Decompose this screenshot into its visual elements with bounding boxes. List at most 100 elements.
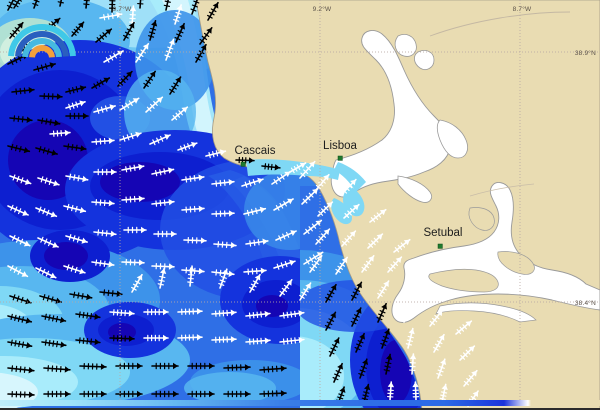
swell-arrow-white (9, 234, 31, 247)
swell-arrow-white (429, 309, 444, 327)
latitude-label: 38.9°N (575, 49, 596, 57)
swell-arrow-black (147, 19, 158, 41)
swell-arrow-white (181, 174, 205, 183)
swell-arrow-white (131, 273, 143, 293)
swell-arrow-white (151, 199, 175, 207)
swell-arrow-white (412, 381, 420, 401)
swell-arrow-white (433, 333, 445, 353)
swell-arrow-black (79, 362, 107, 370)
swell-arrow-white (241, 177, 264, 188)
place-label-lisboa[interactable]: Lisboa (322, 139, 359, 153)
swell-arrow-black (174, 22, 186, 43)
swell-arrow-white (341, 230, 357, 247)
swell-arrow-white (439, 383, 448, 403)
swell-arrow-white (119, 97, 140, 111)
swell-arrow-white (455, 320, 473, 335)
place-marker-dot[interactable] (437, 243, 443, 249)
swell-arrow-white (213, 241, 237, 249)
swell-arrow-white (273, 198, 294, 211)
swell-arrow-white (177, 334, 203, 342)
swell-arrow-white (299, 282, 312, 301)
swell-arrow-black (12, 0, 25, 9)
place-marker-dot[interactable] (240, 161, 246, 167)
swell-arrow-white (429, 287, 446, 303)
swell-arrow-white (279, 336, 305, 345)
swell-arrow-black (43, 365, 71, 373)
swell-arrow-black (7, 365, 35, 374)
swell-arrow-black (259, 365, 287, 373)
swell-arrow-white (123, 226, 147, 234)
swell-arrow-white (7, 265, 29, 278)
swell-arc-ring-3 (29, 45, 55, 58)
swell-arrow-black (137, 0, 144, 9)
swell-arrow-white (65, 173, 89, 183)
swell-arrow-white (63, 264, 86, 275)
place-marker-dot[interactable] (337, 155, 343, 161)
swell-arrow-black (83, 0, 90, 9)
place-label-setubal[interactable]: Setubal (422, 226, 463, 240)
longitude-label: 9.2°W (313, 5, 332, 13)
swell-arrow-white (164, 38, 175, 61)
swell-arrow-white (93, 229, 117, 237)
swell-arrow-white (7, 204, 29, 216)
swell-arrow-black (361, 383, 371, 403)
place-label-cascais[interactable]: Cascais (233, 144, 277, 158)
swell-arrow-white (403, 281, 418, 299)
swell-arrow-white (121, 163, 145, 173)
swell-arrow-black (11, 87, 35, 95)
swell-arrow-white (289, 162, 307, 174)
swell-arrow-black (350, 307, 362, 327)
swell-arrow-white (315, 173, 330, 191)
swell-arrow-black (187, 362, 215, 370)
swell-arrow-black (115, 362, 143, 370)
swell-arrow-black (383, 353, 393, 375)
swell-arrow-black (354, 332, 366, 353)
swell-arrow-white (369, 208, 387, 223)
swell-arrow-white (211, 309, 237, 317)
swell-arrow-white (149, 134, 171, 146)
swell-arrow-white (153, 230, 177, 238)
swell-arrow-black (151, 362, 179, 370)
swell-arrow-white (279, 279, 293, 297)
swell-arrow-white (177, 141, 198, 152)
swell-arrow-white (377, 280, 390, 299)
swell-arrow-white (49, 129, 71, 137)
swell-arrow-white (436, 358, 447, 379)
swell-arrow-white (205, 149, 227, 159)
swell-arrow-black (39, 294, 62, 304)
swell-arrow-white (99, 11, 123, 21)
swell-arrow-white (151, 167, 175, 177)
swell-arrow-black (95, 28, 113, 43)
swell-arrow-black (190, 0, 201, 15)
swell-arrow-white (171, 106, 189, 121)
swell-arrow-white (361, 255, 375, 273)
swell-arrow-white (243, 206, 267, 217)
longitude-label: 8.7°W (513, 5, 532, 13)
swell-arrow-black (71, 21, 85, 37)
swell-arrow-black (65, 112, 89, 120)
swell-arrow-black (7, 390, 35, 398)
swell-arrow-white (405, 327, 415, 349)
swell-arrow-white (211, 336, 237, 344)
swell-arrow-white (211, 179, 235, 187)
swell-arrow-white (393, 238, 411, 253)
swell-arrow-white (37, 176, 60, 187)
swell-arrow-black (117, 70, 133, 87)
swell-arrow-black (57, 0, 65, 7)
swell-arrow-white (103, 50, 124, 63)
swell-arrow-black (9, 115, 33, 123)
swell-arrow-white (463, 369, 478, 387)
swell-arrow-white (143, 334, 169, 342)
swell-arrow-white (211, 210, 235, 218)
swell-arrow-black (207, 1, 219, 21)
swell-arrow-black (358, 358, 369, 379)
latitude-label: 38.4°N (575, 299, 596, 307)
swell-arrow-white (121, 195, 145, 203)
swell-arrow-white (121, 258, 145, 266)
swell-arrow-white (275, 230, 297, 242)
